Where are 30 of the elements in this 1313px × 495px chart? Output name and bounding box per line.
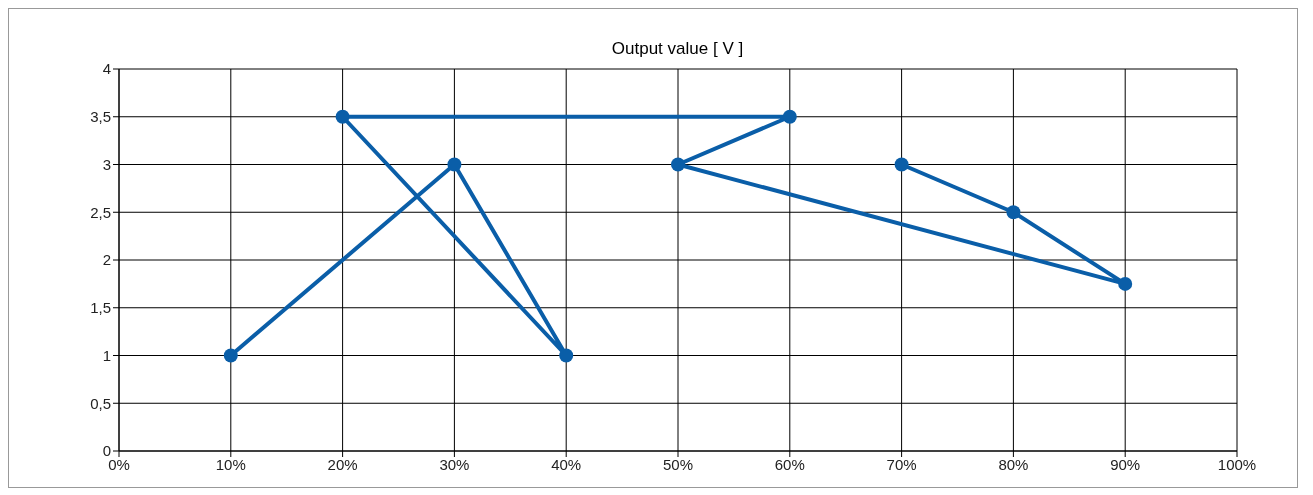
x-tick-label: 10% (215, 455, 246, 473)
point (559, 348, 574, 363)
point (223, 348, 238, 363)
y-tick-label: 3,5 (90, 108, 111, 126)
x-tick-label: 70% (886, 455, 917, 473)
point (335, 109, 350, 124)
point (671, 157, 685, 172)
x-tick-label: 60% (774, 455, 805, 473)
y-tick-label: 0,5 (90, 394, 111, 412)
y-tick-label: 2,5 (90, 203, 111, 221)
x-tick-label: 0% (108, 455, 130, 473)
y-tick-label: 1,5 (90, 299, 111, 317)
point (447, 157, 462, 172)
x-tick-label: 100% (1217, 455, 1257, 473)
point (1006, 205, 1021, 220)
y-tick-label: 0 (102, 442, 111, 460)
point (782, 109, 797, 124)
x-tick-label: 30% (439, 455, 470, 473)
x-tick-label: 50% (662, 455, 694, 473)
y-tick-label: 2 (102, 251, 111, 269)
point (1118, 276, 1133, 291)
chart-title: Output value [ V ] (610, 39, 745, 59)
y-tick-label: 1 (102, 346, 111, 364)
point (894, 157, 909, 172)
x-tick-label: 90% (1110, 455, 1141, 473)
y-tick-label: 3 (102, 155, 111, 173)
x-tick-label: 40% (551, 455, 582, 473)
x-tick-label: 20% (327, 455, 358, 473)
y-tick-label: 4 (102, 60, 111, 78)
x-tick-label: 80% (998, 455, 1029, 473)
